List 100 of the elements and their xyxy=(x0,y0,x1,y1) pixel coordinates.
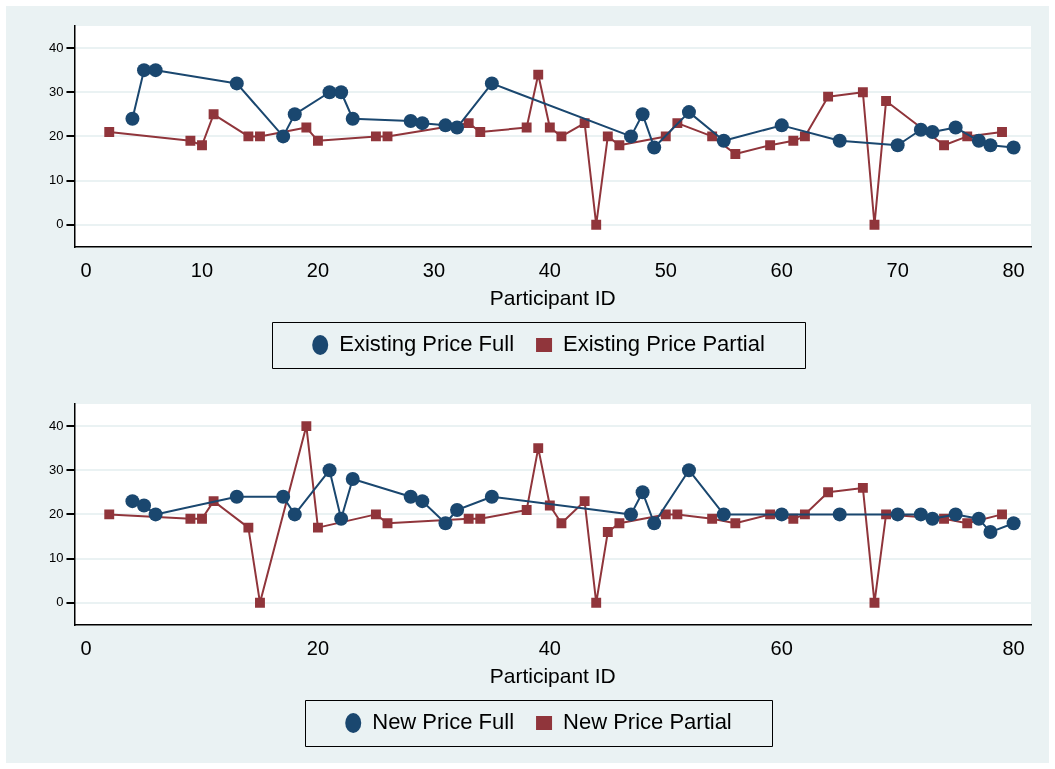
x-tick-label: 60 xyxy=(770,637,793,660)
point xyxy=(382,518,393,529)
point xyxy=(614,518,625,529)
point xyxy=(716,507,731,522)
point xyxy=(484,76,499,91)
point xyxy=(823,487,834,498)
y-tick-label: 20 xyxy=(48,505,64,521)
point xyxy=(832,507,847,522)
point xyxy=(521,122,532,133)
point xyxy=(382,131,393,142)
point xyxy=(635,485,650,500)
point xyxy=(243,522,254,533)
point xyxy=(312,522,323,533)
point xyxy=(533,69,544,80)
point xyxy=(997,127,1007,137)
point xyxy=(322,463,337,478)
point xyxy=(913,122,928,137)
point xyxy=(556,518,567,529)
legend-label: Existing Price Partial xyxy=(563,331,765,357)
y-tick-label: 10 xyxy=(48,172,64,188)
point xyxy=(287,507,302,522)
point xyxy=(857,87,868,98)
x-tick-label: 30 xyxy=(422,259,446,282)
point xyxy=(971,133,986,148)
point xyxy=(556,131,567,142)
point xyxy=(948,120,963,135)
point xyxy=(438,118,453,133)
legend-label: New Price Full xyxy=(372,709,515,735)
x-tick-label: 70 xyxy=(886,259,909,282)
point xyxy=(544,122,555,133)
x-axis-title: Participant ID xyxy=(489,286,616,310)
point xyxy=(463,513,474,524)
point xyxy=(475,127,486,137)
point xyxy=(450,120,465,135)
point xyxy=(647,140,662,155)
y-tick-label: 0 xyxy=(56,594,64,610)
point xyxy=(276,489,291,504)
point xyxy=(948,507,963,522)
point xyxy=(579,496,590,507)
point xyxy=(415,494,430,509)
point xyxy=(370,131,381,142)
legend-label: New Price Partial xyxy=(563,709,732,735)
point xyxy=(415,116,430,131)
point xyxy=(635,107,650,122)
x-tick-label: 0 xyxy=(80,637,92,660)
point xyxy=(623,129,638,144)
point xyxy=(533,443,544,454)
point xyxy=(774,118,789,133)
point xyxy=(672,509,683,520)
point xyxy=(301,122,312,133)
point xyxy=(997,509,1007,520)
point xyxy=(255,597,265,608)
x-tick-label: 60 xyxy=(770,259,793,282)
legend-label: Existing Price Full xyxy=(339,331,515,357)
point xyxy=(403,113,418,128)
point xyxy=(484,489,499,504)
point xyxy=(939,140,949,151)
point xyxy=(276,129,291,144)
point xyxy=(334,85,349,100)
x-tick-label: 0 xyxy=(80,259,92,282)
point xyxy=(983,138,998,153)
point xyxy=(681,463,696,478)
x-tick-label: 40 xyxy=(538,259,561,282)
point xyxy=(869,597,880,608)
point xyxy=(287,107,302,122)
point xyxy=(137,63,152,78)
point xyxy=(463,118,474,129)
point xyxy=(823,91,834,102)
y-tick-label: 10 xyxy=(48,550,64,566)
point xyxy=(623,507,638,522)
point xyxy=(370,509,381,520)
point xyxy=(345,472,360,487)
point xyxy=(591,219,602,230)
point xyxy=(716,133,731,148)
point xyxy=(602,527,613,538)
point xyxy=(832,133,847,148)
point xyxy=(197,513,207,524)
point xyxy=(602,131,613,142)
point xyxy=(1006,140,1021,155)
point xyxy=(857,482,868,493)
point xyxy=(614,140,625,151)
point xyxy=(438,516,453,531)
point xyxy=(881,96,892,107)
point xyxy=(197,140,207,151)
point xyxy=(125,111,140,126)
point xyxy=(730,518,741,529)
point xyxy=(521,505,532,515)
point xyxy=(774,507,789,522)
point xyxy=(243,131,254,142)
point xyxy=(971,511,986,526)
point xyxy=(148,63,163,78)
x-tick-label: 80 xyxy=(1002,259,1025,282)
point xyxy=(890,507,905,522)
point xyxy=(730,149,741,160)
x-tick-label: 40 xyxy=(538,637,561,660)
point xyxy=(125,494,140,509)
point xyxy=(647,516,662,531)
point xyxy=(962,518,973,529)
point xyxy=(301,421,312,432)
x-axis-title: Participant ID xyxy=(489,664,616,688)
